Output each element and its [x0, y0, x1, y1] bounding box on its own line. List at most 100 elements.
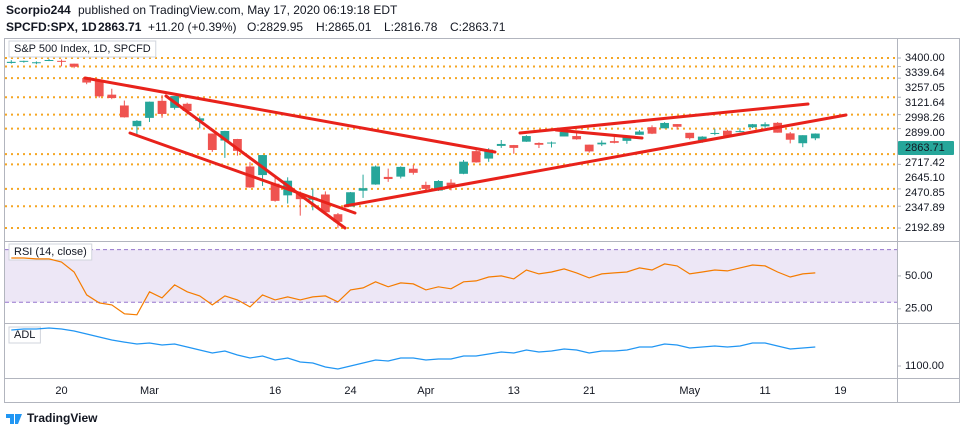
candle-body	[82, 78, 92, 83]
candle-body	[509, 145, 519, 148]
candle-body	[69, 63, 79, 67]
candle-body	[484, 149, 494, 159]
candle-body	[396, 166, 406, 177]
candle-body	[635, 131, 644, 135]
pane-legend: S&P 500 Index, 1D, SPCFD	[14, 43, 151, 55]
trend-lines	[83, 76, 848, 230]
candle-body	[547, 142, 556, 144]
candle-body	[798, 135, 808, 144]
last-price-label: 2863.71	[905, 142, 945, 154]
published: published on TradingView.com, May 17, 20…	[78, 3, 398, 17]
candle-body	[132, 120, 142, 127]
last-price-box	[898, 141, 954, 156]
candle-body	[233, 139, 242, 151]
candle-body	[408, 168, 418, 173]
candle-body	[371, 166, 381, 185]
candle-body	[785, 133, 795, 140]
brand: TradingView	[27, 411, 98, 425]
candle-body	[182, 103, 192, 111]
header: Scorpio244 published on TradingView.com,…	[6, 3, 506, 34]
x-tick-label: 11	[759, 385, 770, 397]
pane-legend: RSI (14, close)	[14, 246, 87, 258]
candle-body	[107, 94, 117, 99]
candle-body	[220, 130, 230, 141]
candle-body	[710, 132, 720, 134]
candle-body	[383, 176, 393, 180]
candle-body	[496, 143, 506, 146]
candle-body	[534, 142, 544, 145]
ohlc-low: L:2816.78	[384, 20, 438, 34]
candle-body	[622, 137, 632, 141]
candle-body	[471, 151, 481, 163]
x-tick-label: 21	[583, 385, 595, 397]
ohlc-high: H:2865.01	[316, 20, 372, 34]
trend-line	[164, 94, 347, 230]
candle-body	[748, 124, 757, 128]
x-tick-label: 19	[834, 385, 846, 397]
footer: TradingView	[6, 411, 98, 425]
candle-body	[434, 180, 443, 191]
pane-legend-box	[8, 40, 157, 58]
rsi-band	[5, 249, 897, 303]
trend-line	[83, 76, 497, 154]
candle-body	[760, 124, 770, 127]
pane-legend-box	[8, 243, 93, 261]
candle-body	[672, 124, 682, 127]
x-tick-label: 20	[55, 385, 67, 397]
y-tick-label: 2347.89	[905, 202, 945, 214]
candle-body	[459, 161, 468, 174]
y-tick-label: 3257.05	[905, 82, 945, 94]
candle-body	[32, 62, 41, 64]
candle-body	[597, 142, 607, 145]
y-tick-label: 50.00	[905, 270, 933, 282]
x-tick-label: 13	[508, 385, 520, 397]
pane-legend-box	[8, 326, 41, 344]
candle-body	[446, 182, 456, 187]
symbol: SPCFD:SPX, 1D	[6, 20, 97, 34]
candle-body	[94, 80, 104, 97]
candle-body	[697, 136, 707, 141]
candle-body	[572, 136, 582, 140]
candle-body	[559, 131, 569, 137]
y-tick-label: 3121.64	[905, 97, 945, 109]
y-tick-label: 2645.10	[905, 172, 945, 184]
x-tick-label: 24	[344, 385, 356, 397]
y-tick-label: 25.00	[905, 303, 933, 315]
candle-body	[119, 105, 129, 118]
y-tick-label: 3339.64	[905, 67, 945, 79]
x-tick-label: 16	[269, 385, 281, 397]
trend-line	[518, 102, 810, 135]
price: 2863.71	[98, 20, 142, 34]
candle-body	[19, 60, 29, 62]
pane-legend: ADL	[14, 329, 35, 341]
candle-body	[584, 144, 594, 152]
candle-body	[810, 133, 820, 139]
candle-body	[358, 188, 368, 191]
y-tick-label: 3400.00	[905, 52, 945, 64]
candle-body	[44, 60, 54, 61]
trend-line	[343, 113, 848, 208]
candle-body	[685, 132, 695, 139]
trend-line	[554, 128, 644, 140]
indicator-line	[11, 327, 816, 370]
candle-body	[333, 214, 343, 222]
candle-body	[270, 183, 280, 201]
candle-body	[6, 61, 16, 63]
y-tick-label: 2470.85	[905, 187, 945, 199]
candle-body	[735, 131, 745, 133]
x-tick-label: Apr	[417, 385, 434, 397]
candle-body	[157, 100, 167, 114]
y-tick-label: 2998.26	[905, 112, 945, 124]
candle-body	[421, 184, 431, 189]
candle-body	[258, 155, 267, 176]
trend-line	[128, 131, 357, 215]
candle-body	[57, 60, 66, 62]
y-tick-label: 2717.42	[905, 157, 945, 169]
candle-body	[722, 130, 732, 136]
x-tick-label: May	[679, 385, 700, 397]
change: +11.20 (+0.39%)	[148, 20, 237, 34]
candle-body	[207, 133, 217, 150]
ohlc-open: O:2829.95	[247, 20, 303, 34]
candle-body	[609, 141, 619, 143]
